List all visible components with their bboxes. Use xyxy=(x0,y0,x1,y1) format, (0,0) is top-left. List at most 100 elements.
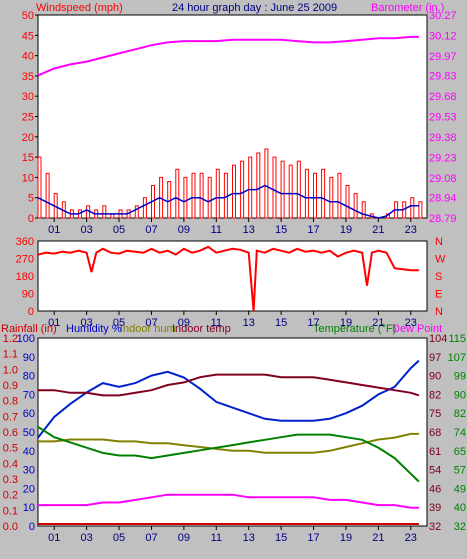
indoor-temp-tick-label: 107 xyxy=(448,352,466,364)
barometer-tick-label: 29.38 xyxy=(429,132,457,144)
direction-tick-label: 0 xyxy=(28,306,34,318)
climate-x-tick-label: 15 xyxy=(275,532,287,544)
compass-label: N xyxy=(435,306,443,318)
direction-x-tick-label: 17 xyxy=(307,317,319,329)
direction-x-tick-label: 01 xyxy=(48,317,60,329)
temperature-tick-label: 46 xyxy=(429,483,441,495)
wind-x-tick-label: 23 xyxy=(405,224,417,236)
indoor-temp-tick-label: 65 xyxy=(454,446,466,458)
humidity-tick-label: 100 xyxy=(17,333,35,345)
climate-x-tick-label: 17 xyxy=(307,532,319,544)
dew-point-axis-label: Dew Point xyxy=(392,323,442,335)
temperature-line xyxy=(37,425,420,483)
wind-speed-bar xyxy=(313,172,317,219)
barometer-line xyxy=(37,35,419,77)
indoor-temp-tick-label: 57 xyxy=(454,465,466,477)
climate-x-tick-label: 05 xyxy=(113,532,125,544)
rainfall-tick-label: 0.0 xyxy=(3,521,18,533)
indoor-hum-axis-label: Indoor hum xyxy=(120,323,176,335)
humidity-tick-label: 0 xyxy=(29,521,35,533)
wind-speed-bar xyxy=(272,156,277,219)
humidity-tick-label: 30 xyxy=(23,465,35,477)
chart-axes: 0510152025303540455028.7928.9429.0829.23… xyxy=(3,10,466,544)
indoor-temp-tick-label: 90 xyxy=(454,389,466,401)
humidity-tick-label: 80 xyxy=(23,371,35,383)
wind-speed-bar xyxy=(102,205,107,219)
temperature-axis-label: Temperature (°F) xyxy=(313,323,396,335)
humidity-axis-label: Humidity % xyxy=(66,323,122,335)
wind-x-tick-label: 07 xyxy=(145,224,157,236)
direction-x-tick-label: 03 xyxy=(81,317,93,329)
climate-x-tick-label: 03 xyxy=(81,532,93,544)
direction-x-tick-label: 21 xyxy=(372,317,384,329)
temperature-tick-label: 97 xyxy=(429,352,441,364)
indoor-temp-tick-label: 74 xyxy=(454,427,466,439)
direction-tick-label: 90 xyxy=(22,289,34,301)
direction-x-tick-label: 05 xyxy=(113,317,125,329)
windspeed-tick-label: 10 xyxy=(22,172,34,184)
wind-speed-bar xyxy=(296,160,301,219)
wind-x-tick-label: 21 xyxy=(372,224,384,236)
compass-label: E xyxy=(435,289,442,301)
wind-speed-bar xyxy=(232,164,236,219)
barometer-tick-label: 28.79 xyxy=(429,213,457,225)
wind-speed-bar xyxy=(175,168,180,219)
wind-x-tick-label: 03 xyxy=(81,224,93,236)
compass-label: W xyxy=(435,254,446,266)
rainfall-axis-label: Rainfall (in) xyxy=(1,323,57,335)
wind-x-tick-label: 05 xyxy=(113,224,125,236)
wind-speed-bar xyxy=(264,148,269,219)
direction-tick-label: 270 xyxy=(16,254,34,266)
direction-tick-label: 360 xyxy=(16,236,34,248)
compass-label: S xyxy=(435,271,442,283)
direction-tick-label: 180 xyxy=(16,271,34,283)
rainfall-tick-label: 1.0 xyxy=(3,364,18,376)
wind-speed-bar xyxy=(361,201,366,219)
windspeed-tick-label: 0 xyxy=(28,213,34,225)
windspeed-axis-label: Windspeed (mph) xyxy=(36,2,123,14)
windspeed-tick-label: 25 xyxy=(22,112,34,124)
windspeed-tick-label: 30 xyxy=(22,91,34,103)
direction-x-tick-label: 07 xyxy=(145,317,157,329)
rainfall-tick-label: 0.3 xyxy=(3,474,18,486)
direction-x-tick-label: 11 xyxy=(211,317,222,329)
climate-x-tick-label: 09 xyxy=(178,532,190,544)
direction-x-tick-label: 09 xyxy=(178,317,190,329)
climate-plot-area xyxy=(37,337,428,527)
wind-speed-bar xyxy=(256,152,261,219)
wind-speed-bar xyxy=(329,176,334,219)
wind-gust-line xyxy=(37,184,419,219)
direction-x-tick-label: 15 xyxy=(275,317,287,329)
climate-x-tick-label: 23 xyxy=(405,532,417,544)
humidity-tick-label: 60 xyxy=(23,408,35,420)
chart-title: 24 hour graph day : June 25 2009 xyxy=(172,2,337,14)
compass-label: N xyxy=(435,236,443,248)
wind-speed-bar xyxy=(304,168,309,219)
temperature-tick-label: 90 xyxy=(429,371,441,383)
rainfall-tick-label: 0.6 xyxy=(3,427,18,439)
wind-speed-bar xyxy=(45,172,50,219)
rainfall-tick-label: 0.1 xyxy=(3,505,18,517)
wind-speed-bar xyxy=(207,176,212,219)
wind-speed-bar xyxy=(215,168,220,219)
wind-x-tick-label: 15 xyxy=(275,224,287,236)
humidity-tick-label: 50 xyxy=(23,427,35,439)
wind-speed-bar xyxy=(134,205,139,219)
humidity-tick-label: 90 xyxy=(23,352,35,364)
wind-speed-bar xyxy=(321,168,326,219)
direction-x-tick-label: 13 xyxy=(243,317,255,329)
barometer-axis-label: Barometer (in.) xyxy=(371,2,444,14)
wind-speed-bar xyxy=(37,156,42,219)
wind-speed-bar xyxy=(248,156,253,219)
wind-speed-bar xyxy=(418,201,423,219)
wind-x-tick-label: 01 xyxy=(48,224,60,236)
wind-x-tick-label: 17 xyxy=(307,224,319,236)
barometer-tick-label: 29.68 xyxy=(429,91,457,103)
indoor-temp-tick-label: 49 xyxy=(454,483,466,495)
temperature-tick-label: 82 xyxy=(429,389,441,401)
climate-x-tick-label: 01 xyxy=(48,532,60,544)
rainfall-tick-label: 1.1 xyxy=(3,349,18,361)
rainfall-tick-label: 0.9 xyxy=(3,380,18,392)
temperature-tick-label: 68 xyxy=(429,427,441,439)
dew-point-line xyxy=(38,493,419,509)
